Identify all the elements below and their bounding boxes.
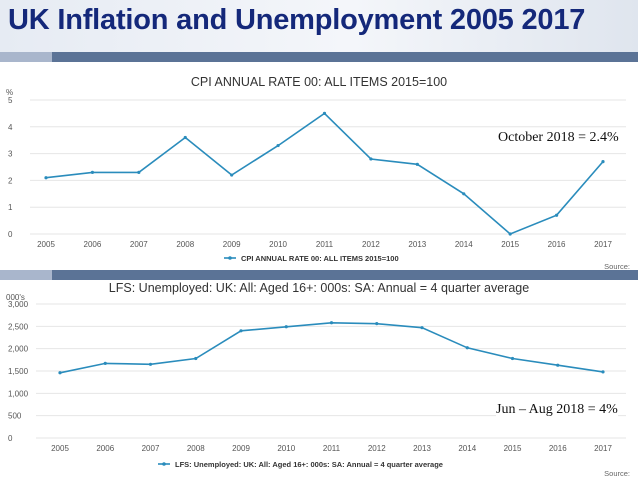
unemployment-data-point: [601, 370, 605, 374]
unemployment-legend-marker: [162, 462, 166, 466]
cpi-x-tick: 2011: [316, 240, 334, 249]
cpi-x-tick: 2016: [548, 240, 566, 249]
cpi-y-tick: 1: [8, 203, 13, 212]
unemployment-x-tick: 2005: [51, 444, 69, 453]
cpi-y-unit: %: [6, 88, 13, 97]
unemployment-y-tick: 2,500: [8, 322, 29, 331]
unemployment-y-tick: 1,000: [8, 389, 29, 398]
unemployment-data-point: [329, 321, 334, 325]
cpi-y-tick: 2: [8, 176, 13, 185]
unemployment-x-tick: 2016: [549, 444, 567, 453]
cpi-data-point: [462, 192, 466, 196]
cpi-data-point: [554, 213, 559, 217]
cpi-data-point: [415, 162, 419, 166]
cpi-data-point: [508, 232, 512, 236]
unemployment-data-point: [375, 322, 379, 326]
cpi-chart: CPI ANNUAL RATE 00: ALL ITEMS 2015=100 %…: [6, 75, 630, 270]
unemployment-series-line: [59, 321, 604, 374]
unemployment-x-tick: 2014: [458, 444, 476, 453]
unemployment-x-tick: 2011: [323, 444, 341, 453]
unemployment-data-point: [556, 363, 560, 367]
title-rule-right: [52, 52, 638, 62]
cpi-y-tick: 4: [8, 123, 13, 132]
unemployment-x-tick: 2008: [187, 444, 205, 453]
unemployment-data-point: [284, 325, 288, 329]
unemployment-y-unit: 000's: [6, 293, 25, 302]
unemployment-y-tick: 3,000: [8, 300, 29, 309]
cpi-y-tick: 3: [8, 150, 13, 159]
cpi-data-point: [90, 170, 95, 174]
unemployment-y-tick: 500: [8, 412, 22, 421]
section-rule-left: [0, 270, 52, 280]
cpi-x-tick: 2008: [176, 240, 194, 249]
cpi-x-tick: 2017: [594, 240, 612, 249]
unemployment-data-point: [239, 329, 243, 333]
cpi-data-point: [322, 111, 327, 115]
unemployment-x-tick: 2013: [413, 444, 431, 453]
unemployment-data-point: [465, 346, 469, 350]
unemployment-data-point: [148, 362, 153, 366]
unemployment-x-tick: 2010: [277, 444, 295, 453]
unemployment-y-tick: 0: [8, 434, 13, 443]
unemployment-x-tick: 2015: [504, 444, 522, 453]
cpi-y-tick: 5: [8, 96, 13, 105]
title-bar: [0, 0, 638, 52]
cpi-x-tick: 2005: [37, 240, 55, 249]
unemployment-legend-label: LFS: Unemployed: UK: All: Aged 16+: 000s…: [175, 460, 443, 469]
cpi-data-point: [369, 157, 373, 161]
cpi-x-tick: 2006: [84, 240, 102, 249]
cpi-y-tick: 0: [8, 230, 13, 239]
slide-title: UK Inflation and Unemployment 2005 2017: [8, 4, 586, 36]
unemployment-data-point: [420, 326, 424, 330]
unemployment-x-tick: 2009: [232, 444, 250, 453]
cpi-legend-marker: [228, 256, 232, 260]
cpi-data-point: [276, 143, 280, 148]
unemployment-chart: LFS: Unemployed: UK: All: Aged 16+: 000s…: [6, 281, 630, 478]
unemployment-chart-title: LFS: Unemployed: UK: All: Aged 16+: 000s…: [109, 281, 529, 295]
cpi-data-point: [601, 160, 605, 164]
cpi-data-point: [183, 135, 187, 140]
cpi-x-tick: 2014: [455, 240, 473, 249]
cpi-x-tick: 2009: [223, 240, 241, 249]
cpi-x-tick: 2015: [501, 240, 519, 249]
cpi-x-tick: 2013: [408, 240, 426, 249]
unemployment-x-tick: 2006: [96, 444, 114, 453]
cpi-chart-title: CPI ANNUAL RATE 00: ALL ITEMS 2015=100: [191, 75, 447, 89]
unemployment-data-point: [103, 361, 107, 366]
unemployment-x-tick: 2007: [142, 444, 160, 453]
cpi-x-tick: 2012: [362, 240, 380, 249]
cpi-data-point: [44, 176, 48, 180]
unemployment-data-point: [194, 356, 198, 361]
cpi-source-label: Source:: [604, 262, 630, 270]
unemployment-x-tick: 2012: [368, 444, 386, 453]
cpi-legend-label: CPI ANNUAL RATE 00: ALL ITEMS 2015=100: [241, 254, 399, 263]
cpi-x-tick: 2010: [269, 240, 287, 249]
unemployment-annotation: Jun – Aug 2018 = 4%: [496, 402, 618, 418]
unemployment-y-tick: 2,000: [8, 345, 29, 354]
cpi-data-point: [230, 173, 234, 177]
cpi-x-tick: 2007: [130, 240, 148, 249]
unemployment-data-point: [58, 371, 62, 375]
section-rule-right: [52, 270, 638, 280]
unemployment-y-tick: 1,500: [8, 367, 29, 376]
unemployment-data-point: [510, 356, 515, 361]
unemployment-source-label: Source:: [604, 469, 630, 478]
cpi-data-point: [137, 170, 141, 174]
cpi-annotation: October 2018 = 2.4%: [498, 130, 619, 146]
unemployment-x-tick: 2017: [594, 444, 612, 453]
title-rule-left: [0, 52, 52, 62]
